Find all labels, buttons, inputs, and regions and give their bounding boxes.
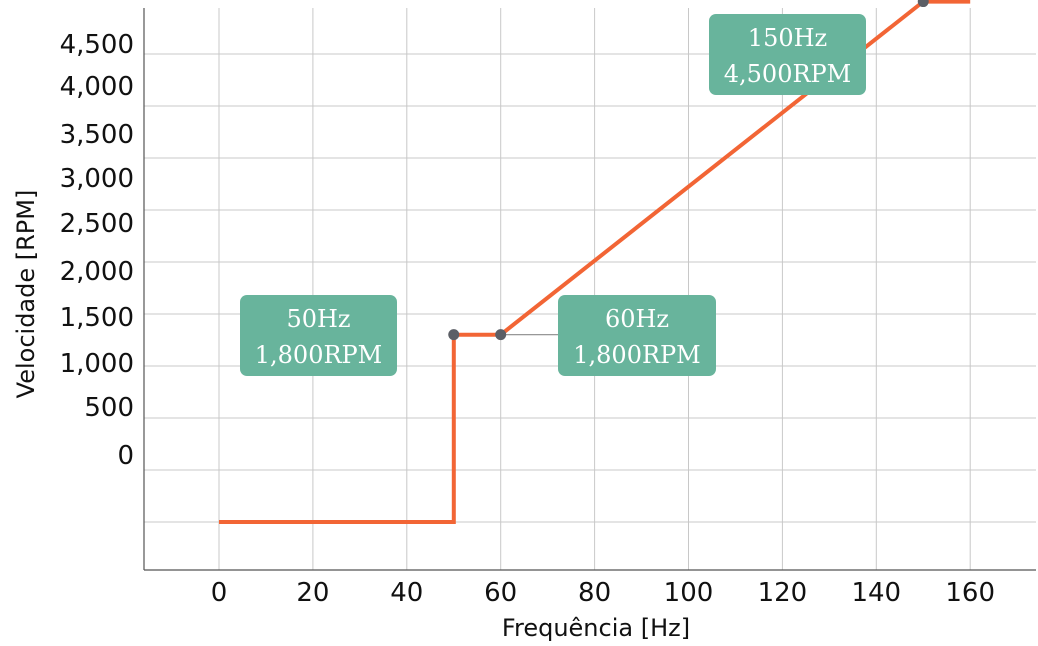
axes	[143, 8, 1036, 571]
data-marker-2	[917, 0, 929, 8]
y-tick-label: 4,000	[60, 72, 134, 102]
y-tick-label: 2,000	[60, 257, 134, 287]
series-line-0	[219, 0, 971, 524]
series-group	[219, 0, 971, 524]
x-tick-label: 60	[484, 578, 517, 608]
callout-frequency-text: 50Hz	[286, 305, 350, 333]
x-tick-label: 40	[390, 578, 423, 608]
x-tick-label: 80	[578, 578, 611, 608]
callouts: 50Hz 1,800RPM 60Hz 1,800RPM 150Hz 4,500RPM	[240, 14, 866, 376]
x-axis-label: Frequência [Hz]	[502, 614, 690, 642]
callout-box	[709, 14, 866, 95]
data-marker-1	[495, 329, 507, 341]
callout-frequency-text: 60Hz	[605, 305, 669, 333]
x-tick-label: 120	[758, 578, 808, 608]
x-tick-label: 20	[296, 578, 329, 608]
callout-50hz: 50Hz 1,800RPM	[240, 295, 397, 376]
x-tick-label: 140	[851, 578, 901, 608]
callout-box	[558, 295, 716, 376]
callout-60hz: 60Hz 1,800RPM	[558, 295, 716, 376]
y-tick-label: 4,500	[60, 30, 134, 60]
markers	[448, 0, 929, 341]
callout-speed-text: 4,500RPM	[724, 60, 852, 88]
y-tick-label: 1,500	[60, 303, 134, 333]
y-tick-label: 500	[84, 393, 134, 423]
x-tick-label: 100	[664, 578, 714, 608]
x-tick-labels: 0 20 40 60 80 100 120 140 160	[211, 578, 995, 608]
grid	[144, 8, 1036, 570]
callout-speed-text: 1,800RPM	[255, 341, 383, 369]
y-tick-label: 0	[117, 441, 134, 471]
callout-box	[240, 295, 397, 376]
y-axis-label: Velocidade [RPM]	[12, 190, 40, 399]
x-tick-label: 0	[211, 578, 228, 608]
y-tick-label: 2,500	[60, 209, 134, 239]
y-tick-label: 3,500	[60, 120, 134, 150]
x-tick-label: 160	[945, 578, 995, 608]
callout-speed-text: 1,800RPM	[573, 341, 701, 369]
data-marker-0	[448, 329, 460, 341]
y-tick-label: 3,000	[60, 164, 134, 194]
callout-frequency-text: 150Hz	[748, 24, 827, 52]
y-tick-label: 1,000	[60, 349, 134, 379]
y-tick-labels: 4,500 4,000 3,500 3,000 2,500 2,000 1,500 1,000…	[60, 30, 134, 471]
callout-150hz: 150Hz 4,500RPM	[709, 14, 866, 95]
